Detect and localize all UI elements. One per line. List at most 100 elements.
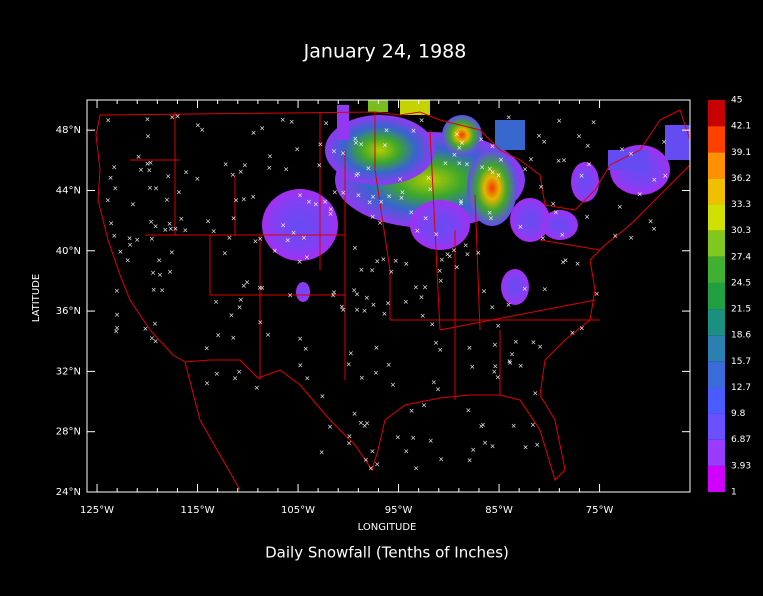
station: ×: [134, 236, 140, 244]
station: ×: [251, 129, 257, 137]
station: ×: [579, 324, 585, 332]
station: ×: [367, 198, 373, 206]
station: ×: [156, 257, 162, 265]
colorbar-label: 21.5: [731, 305, 751, 315]
title: January 24, 1988: [303, 41, 467, 63]
station: ×: [443, 160, 449, 168]
station: ×: [127, 241, 133, 249]
station: ×: [538, 183, 544, 191]
station: ×: [368, 465, 374, 473]
station: ×: [148, 159, 154, 167]
station: ×: [410, 127, 416, 135]
station: ×: [495, 322, 501, 330]
station: ×: [370, 213, 376, 221]
station: ×: [151, 286, 157, 294]
colorbar-label: 12.7: [731, 383, 751, 393]
station: ×: [242, 162, 248, 170]
station: ×: [591, 118, 597, 126]
station: ×: [233, 197, 239, 205]
station: ×: [382, 142, 388, 150]
station: ×: [492, 363, 498, 371]
colorbar-label: 9.8: [731, 409, 746, 419]
x-tick-label: 85°W: [485, 505, 513, 516]
station: ×: [238, 168, 244, 176]
colorbar-band: [708, 439, 725, 466]
station: ×: [459, 139, 465, 147]
station: ×: [470, 446, 476, 454]
station: ×: [435, 386, 441, 394]
station: ×: [352, 135, 358, 143]
caption: Daily Snowfall (Tenths of Inches): [265, 544, 509, 562]
station: ×: [340, 189, 346, 197]
station: ×: [297, 361, 303, 369]
station: ×: [429, 320, 435, 328]
colorbar-band: [708, 387, 725, 414]
station: ×: [175, 113, 181, 121]
station: ×: [381, 256, 387, 264]
station: ×: [108, 174, 114, 182]
station: ×: [511, 422, 517, 430]
station: ×: [145, 133, 151, 141]
station: ×: [362, 422, 368, 430]
station: ×: [358, 266, 364, 274]
y-tick-label: 24°N: [56, 487, 81, 498]
station: ×: [518, 362, 524, 370]
colorbar-band: [708, 230, 725, 257]
station: ×: [480, 421, 486, 429]
colorbar-label: 3.93: [731, 461, 751, 471]
station: ×: [490, 443, 496, 451]
station: ×: [365, 164, 371, 172]
station: ×: [347, 432, 353, 440]
station: ×: [374, 344, 380, 352]
station: ×: [313, 200, 319, 208]
station: ×: [506, 358, 512, 366]
station: ×: [431, 379, 437, 387]
station: ×: [386, 193, 392, 201]
station: ×: [550, 200, 556, 208]
station: ×: [438, 277, 444, 285]
station: ×: [451, 151, 457, 159]
station: ×: [112, 185, 118, 193]
colorbar-label: 24.5: [731, 278, 751, 288]
station: ×: [451, 246, 457, 254]
station: ×: [437, 267, 443, 275]
station: ×: [297, 335, 303, 343]
station: ×: [386, 361, 392, 369]
station: ×: [576, 133, 582, 141]
station: ×: [257, 235, 263, 243]
station: ×: [285, 237, 291, 245]
colorbar-label: 30.3: [731, 226, 751, 236]
station: ×: [479, 163, 485, 171]
colorbar-label: 18.6: [731, 331, 751, 341]
station: ×: [359, 374, 365, 382]
station: ×: [403, 298, 409, 306]
station-markers: × × × × × × × × × × × × × × × × × × × × × × × × × × × × × × × × × × × × × × × ×…: [105, 113, 668, 473]
station: ×: [556, 157, 562, 165]
station: ×: [370, 447, 376, 455]
station: ×: [464, 161, 470, 169]
station: ×: [297, 258, 303, 266]
station: ×: [354, 290, 360, 298]
y-tick-label: 44°N: [56, 185, 81, 196]
station: ×: [364, 420, 370, 428]
station: ×: [594, 290, 600, 298]
station: ×: [413, 464, 419, 472]
station: ×: [490, 169, 496, 177]
station: ×: [346, 439, 352, 447]
station: ×: [509, 351, 515, 359]
station: ×: [113, 327, 119, 335]
station: ×: [617, 203, 623, 211]
station: ×: [532, 390, 538, 398]
station: ×: [651, 176, 657, 184]
station: ×: [130, 200, 136, 208]
station: ×: [438, 455, 444, 463]
station: ×: [257, 284, 263, 292]
station: ×: [328, 210, 334, 218]
station: ×: [306, 198, 312, 206]
station: ×: [491, 368, 497, 376]
station: ×: [303, 345, 309, 353]
station: ×: [475, 249, 481, 257]
station: ×: [214, 370, 220, 378]
station: ×: [353, 139, 359, 147]
station: ×: [374, 461, 380, 469]
